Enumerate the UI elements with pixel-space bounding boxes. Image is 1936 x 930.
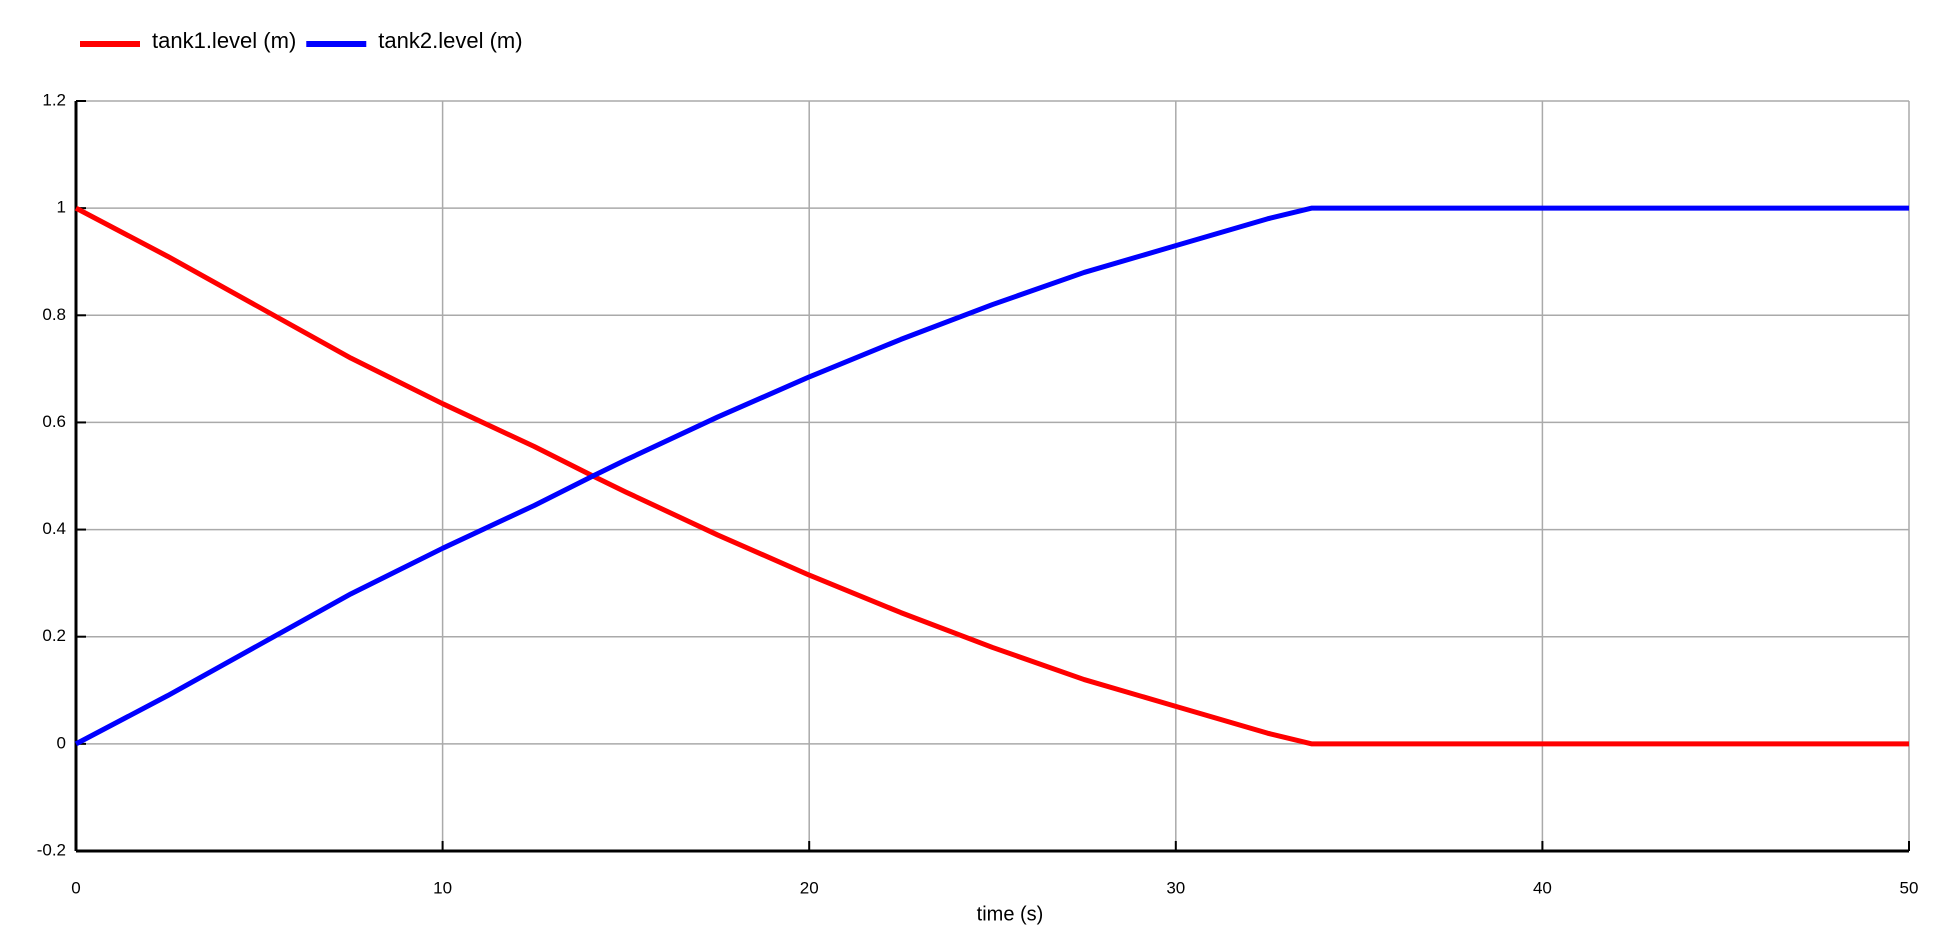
y-tick-label: 0.8	[42, 305, 66, 324]
x-tick-label: 20	[800, 878, 819, 897]
series-line	[74, 205, 1909, 747]
y-tick-label: 1	[57, 198, 66, 217]
x-tick-label: 30	[1166, 878, 1185, 897]
x-tick-label: 0	[71, 878, 80, 897]
y-tick-label: 0.2	[42, 626, 66, 645]
x-tick-label: 10	[433, 878, 452, 897]
x-axis-label: time (s)	[977, 903, 1044, 925]
x-tick-label: 50	[1900, 878, 1919, 897]
y-tick-label: 0.6	[42, 412, 66, 431]
y-tick-label: 1.2	[42, 90, 66, 109]
y-tick-label: 0	[57, 733, 66, 752]
y-tick-label: -0.2	[37, 840, 66, 859]
x-tick-label: 40	[1533, 878, 1552, 897]
series-line	[74, 205, 1909, 747]
legend-label: tank2.level (m)	[378, 28, 522, 53]
y-tick-label: 0.4	[42, 519, 66, 538]
legend-label: tank1.level (m)	[152, 28, 296, 53]
